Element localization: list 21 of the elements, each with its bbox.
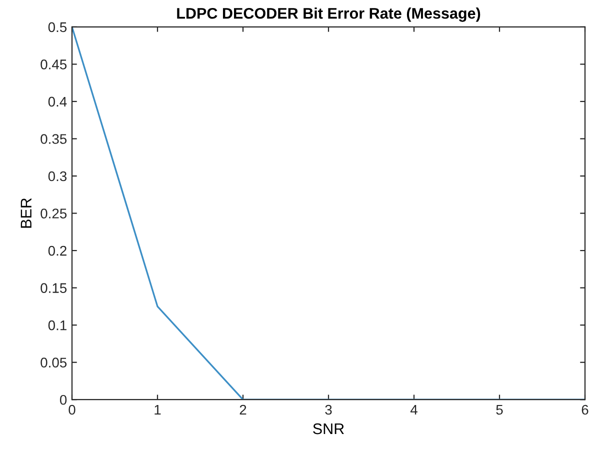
- x-tick-label: 6: [582, 404, 588, 415]
- x-tick-label: 1: [154, 404, 161, 415]
- y-tick-label: 0.05: [40, 358, 67, 368]
- x-axis-title: SNR: [313, 423, 344, 434]
- x-tick-label: 2: [240, 404, 246, 415]
- y-tick-label: 0.25: [40, 208, 67, 218]
- y-tick-label: 0.2: [48, 246, 66, 256]
- y-axis-title: BER: [20, 198, 32, 228]
- x-tick-label: 0: [68, 404, 76, 415]
- y-tick-label: 0.4: [48, 96, 67, 107]
- chart-title: LDPC DECODER Bit Error Rate (Message): [177, 8, 480, 22]
- y-tick-label: 0.15: [40, 283, 67, 293]
- y-tick-label: 0.5: [48, 22, 67, 32]
- x-tick-label: 4: [410, 404, 418, 415]
- y-tick-label: 0.35: [40, 134, 67, 144]
- x-tick-label: 5: [496, 404, 503, 415]
- y-tick-label: 0: [60, 394, 67, 405]
- x-tick-label: 3: [325, 404, 332, 415]
- y-tick-label: 0.3: [48, 171, 67, 182]
- y-tick-label: 0.1: [48, 320, 66, 330]
- y-tick-label: 0.45: [40, 60, 67, 70]
